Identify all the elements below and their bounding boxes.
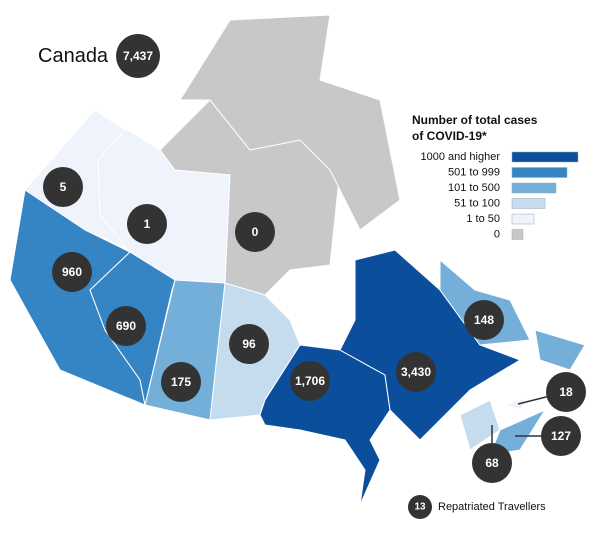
legend-swatch <box>511 151 579 163</box>
case-count: 127 <box>551 429 571 443</box>
case-bubble <box>106 306 146 346</box>
case-bubble <box>290 361 330 401</box>
case-count: 68 <box>485 456 499 470</box>
legend-label: 1000 and higher <box>420 151 500 163</box>
case-count: 18 <box>559 385 573 399</box>
legend-swatch <box>511 167 568 178</box>
provinces <box>9 14 586 506</box>
case-bubble <box>546 372 586 412</box>
case-count: 175 <box>171 375 191 389</box>
case-count: 96 <box>242 337 256 351</box>
case-bubble <box>127 204 167 244</box>
total-bubble <box>116 34 160 78</box>
bubbles: 5 1 0 960 690 175 96 1,706 3,430 148 68 127 18 <box>43 167 586 483</box>
case-count: 0 <box>252 225 259 239</box>
legend: Number of total cases of COVID-19* 1000 an… <box>412 113 579 241</box>
province <box>179 14 401 231</box>
case-count: 5 <box>60 180 67 194</box>
country-title: Canada <box>38 45 109 67</box>
case-bubble <box>52 252 92 292</box>
legend-label: 101 to 500 <box>448 182 500 194</box>
case-bubble <box>229 324 269 364</box>
case-bubble <box>235 212 275 252</box>
repatriated-cases: 13 <box>414 502 426 513</box>
case-bubble <box>464 300 504 340</box>
repatriated-label: Repatriated Travellers <box>438 501 546 513</box>
province <box>459 399 501 451</box>
legend-label: 0 <box>494 229 500 241</box>
legend-title: Number of total cases <box>412 113 538 127</box>
province <box>534 329 586 371</box>
province <box>503 397 526 411</box>
legend-swatch <box>511 182 557 194</box>
legend-swatch <box>511 198 546 209</box>
case-count: 690 <box>116 319 136 333</box>
case-count: 148 <box>474 313 494 327</box>
case-bubble <box>472 443 512 483</box>
case-bubble <box>161 362 201 402</box>
legend-swatch <box>511 213 535 225</box>
total-cases: 7,437 <box>123 49 153 63</box>
legend-label: 1 to 50 <box>466 213 500 225</box>
case-count: 1,706 <box>295 374 325 388</box>
case-count: 1 <box>144 217 151 231</box>
case-bubble <box>43 167 83 207</box>
legend-title: of COVID-19* <box>412 129 487 143</box>
case-count: 3,430 <box>401 365 431 379</box>
case-bubble <box>396 352 436 392</box>
legend-swatch <box>511 229 524 240</box>
repatriated-bubble <box>408 495 432 519</box>
legend-label: 501 to 999 <box>448 167 500 179</box>
case-bubble <box>541 416 581 456</box>
case-count: 960 <box>62 265 82 279</box>
legend-label: 51 to 100 <box>454 198 500 210</box>
